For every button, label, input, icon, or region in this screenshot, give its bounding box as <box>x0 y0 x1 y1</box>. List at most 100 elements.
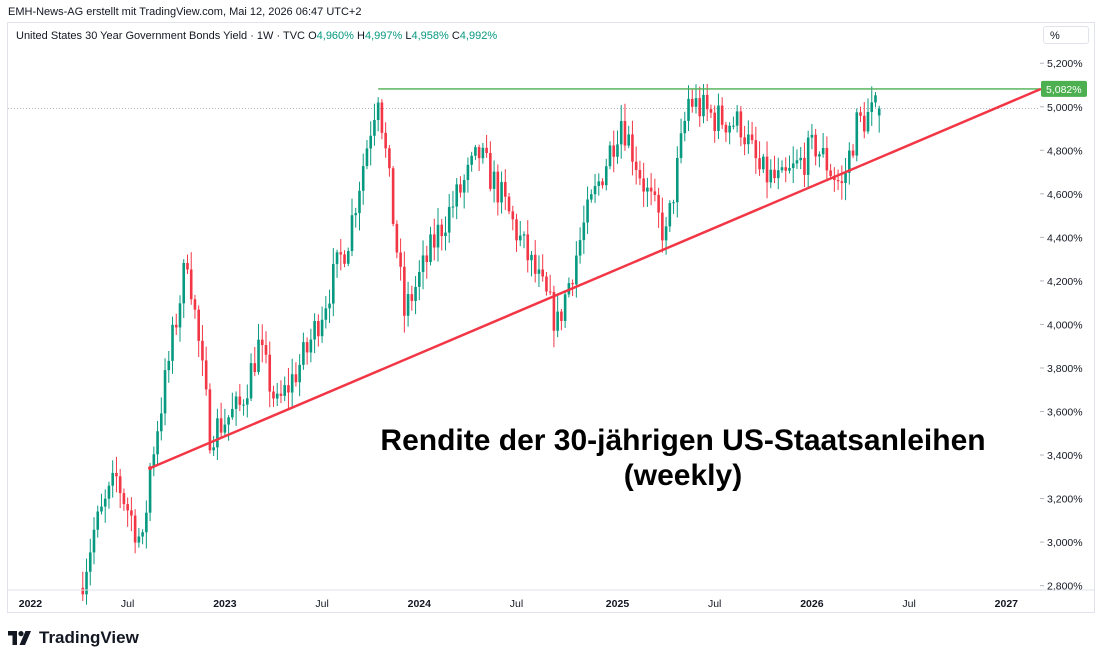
candle-body <box>507 196 511 212</box>
price-scale-unit-button[interactable]: % <box>1043 26 1089 44</box>
candle-body <box>268 354 272 392</box>
candle-body <box>866 112 870 132</box>
candle-body <box>649 187 653 192</box>
low-label: L <box>405 30 412 42</box>
low-value: 4,958% <box>411 30 449 42</box>
candle-up <box>145 500 148 549</box>
candle-body <box>642 178 645 192</box>
candle-body <box>694 98 698 107</box>
candle-down <box>803 142 806 188</box>
candle-body <box>246 398 249 405</box>
y-tick-label: 4,000% <box>1047 319 1083 331</box>
candle-down <box>631 120 634 176</box>
candle-up <box>96 505 100 538</box>
candle-down <box>713 105 716 143</box>
candle-body <box>530 254 533 261</box>
candle-body <box>784 167 788 171</box>
candle-body <box>189 269 193 300</box>
candle-up <box>791 146 795 184</box>
candle-up <box>567 277 571 298</box>
candle-down <box>197 305 200 358</box>
candle-down <box>653 178 657 202</box>
candle-down <box>504 169 507 211</box>
candle-body <box>421 255 425 273</box>
chart-annotation: Rendite der 30-jährigen US-Staatsanleihe… <box>380 424 985 492</box>
x-tick-label: 2022 <box>19 598 43 610</box>
candle-body <box>590 194 593 200</box>
candle-body <box>537 269 541 274</box>
candle-down <box>601 178 604 189</box>
candle-up <box>593 173 597 203</box>
candle-up <box>578 227 582 264</box>
candle-body <box>174 324 178 328</box>
close-value: 4,992% <box>459 30 498 42</box>
candle-up <box>604 158 608 191</box>
candle-up <box>466 157 470 193</box>
candle-down <box>526 220 530 273</box>
y-tick-label: 3,800% <box>1047 363 1083 375</box>
candle-up <box>447 193 451 243</box>
candle-body <box>88 552 92 572</box>
candle-body <box>836 180 840 182</box>
candle-body <box>492 171 496 189</box>
candle-body <box>103 498 107 507</box>
candle-body <box>242 404 245 406</box>
candle-up <box>608 141 612 170</box>
candle-body <box>418 272 421 287</box>
candle-body <box>122 493 126 505</box>
candle-down <box>126 497 129 527</box>
resistance-price-tag <box>1041 80 1087 97</box>
candle-down <box>391 166 395 227</box>
candle-up <box>866 98 870 134</box>
candle-body <box>287 385 290 393</box>
candle-up <box>350 198 354 257</box>
candle-body <box>747 134 750 145</box>
candle-body <box>474 147 477 156</box>
candle-body <box>661 212 664 241</box>
candle-down <box>840 165 844 200</box>
candle-body <box>859 112 862 116</box>
candle-body <box>115 472 118 477</box>
candle-body <box>324 308 328 320</box>
candle-down <box>507 192 511 215</box>
candle-body <box>593 185 597 195</box>
candle-body <box>818 154 821 157</box>
candle-body <box>171 324 174 361</box>
candle-down <box>294 362 298 387</box>
candle-body <box>676 157 679 203</box>
candle-body <box>272 391 275 399</box>
candle-body <box>720 105 724 125</box>
candle-down <box>784 157 788 183</box>
y-tick-label: 3,400% <box>1047 450 1083 462</box>
candle-body <box>758 158 761 170</box>
candle-down <box>541 254 544 282</box>
candle-up <box>762 153 765 174</box>
candle-body <box>653 191 657 195</box>
candle-down <box>649 173 653 206</box>
candle-body <box>705 94 709 110</box>
candle-down <box>432 218 436 261</box>
candle-up <box>328 289 331 324</box>
candle-down <box>287 367 290 410</box>
candle-body <box>769 169 773 183</box>
candle-up <box>788 155 791 174</box>
candle-body <box>361 166 365 191</box>
candle-up <box>320 306 324 343</box>
candle-body <box>713 112 716 131</box>
candle-body <box>638 169 642 179</box>
candle-down <box>851 144 855 159</box>
candle-body <box>350 215 354 252</box>
candle-body <box>500 182 503 203</box>
candle-body <box>511 211 515 220</box>
candle-body <box>369 135 372 149</box>
candle-body <box>518 235 522 241</box>
candle-body <box>182 262 186 304</box>
candle-down <box>724 121 728 142</box>
candle-body <box>302 342 305 365</box>
candle-body <box>249 363 253 399</box>
candle-down <box>219 402 223 439</box>
candle-body <box>444 232 447 237</box>
candle-body <box>260 339 264 346</box>
candle-up <box>747 120 750 154</box>
